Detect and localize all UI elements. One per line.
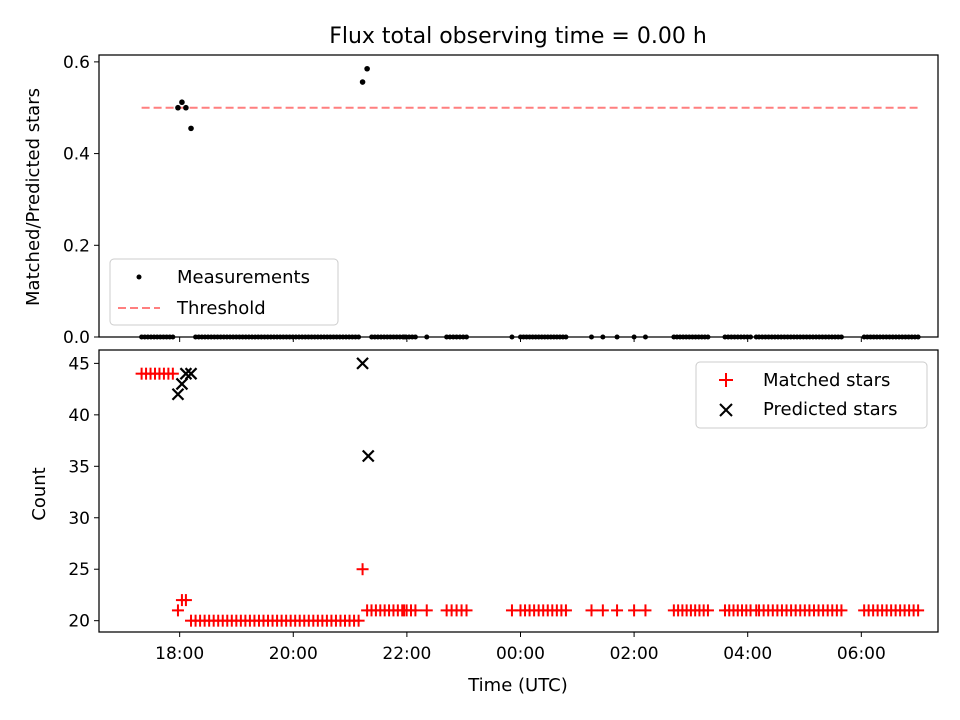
top-y-ticks: 0.0 0.2 0.4 0.6: [63, 53, 99, 348]
y-tick-label: 30: [68, 509, 90, 529]
measurement-point: [188, 125, 194, 132]
x-tick-label: 18:00: [155, 644, 204, 664]
y-tick-label: 0.4: [63, 145, 90, 165]
measurement-points: [175, 65, 370, 132]
matched-star-point: [912, 604, 925, 617]
legend-label-threshold: Threshold: [176, 298, 266, 319]
top-x-ticks: [179, 337, 862, 342]
y-tick-label: 40: [68, 406, 90, 426]
matched-star-point: [701, 604, 714, 617]
y-tick-label: 20: [68, 612, 90, 632]
predicted-star-point: [184, 367, 198, 380]
x-tick-label: 04:00: [723, 644, 772, 664]
bottom-y-axis-label: Count: [29, 467, 50, 520]
bottom-panel: 20 25 30 35 40 45 18:00 20:00 22:00 00:00 02:00 04…: [29, 349, 939, 696]
matched-star-point: [179, 594, 192, 607]
matched-star-point: [585, 604, 598, 617]
matched-star-point: [505, 604, 518, 617]
matched-star-point: [409, 604, 422, 617]
matched-star-point: [639, 604, 652, 617]
measurement-point: [183, 104, 189, 111]
y-tick-label: 0.6: [63, 53, 90, 73]
legend-label-measurements: Measurements: [177, 267, 310, 288]
bottom-x-ticks: 18:00 20:00 22:00 00:00 02:00 04:00 06:00: [155, 632, 886, 664]
matched-star-point: [420, 604, 433, 617]
legend-marker-matched: [719, 373, 733, 387]
predicted-star-point: [175, 377, 189, 391]
matched-star-points: [135, 367, 925, 627]
matched-star-point: [628, 604, 641, 617]
measurement-point: [359, 79, 366, 85]
x-tick-label: 20:00: [269, 644, 318, 664]
matched-star-point: [166, 367, 179, 380]
y-tick-label: 0.0: [63, 328, 90, 348]
bottom-axes-frame: [98, 349, 939, 633]
bottom-legend-box: [695, 361, 928, 429]
x-tick-label: 06:00: [837, 644, 886, 664]
top-legend-box: [109, 258, 339, 326]
y-tick-label: 35: [68, 457, 90, 477]
legend-label-predicted: Predicted stars: [763, 399, 897, 420]
measurement-point: [175, 104, 181, 111]
predicted-star-point: [356, 357, 369, 370]
bottom-y-ticks: 20 25 30 35 40 45: [68, 354, 99, 632]
legend-marker-predicted: [719, 403, 733, 417]
y-tick-label: 0.2: [63, 236, 90, 256]
matched-star-point: [559, 604, 572, 617]
measurement-point: [179, 99, 185, 106]
y-tick-label: 45: [68, 354, 90, 374]
matched-star-point: [185, 614, 198, 627]
x-tick-label: 02:00: [610, 644, 659, 664]
chart-title: Flux total observing time = 0.00 h: [329, 24, 707, 49]
bottom-legend: Matched stars Predicted stars: [695, 361, 928, 429]
measurement-point: [364, 65, 370, 72]
legend-marker-measurements: [136, 274, 142, 280]
predicted-star-point: [171, 387, 185, 401]
matched-star-point: [356, 563, 369, 576]
top-y-axis-label: Matched/Predicted stars: [23, 88, 44, 306]
top-axes-frame: [98, 54, 939, 338]
x-axis-label: Time (UTC): [467, 675, 568, 696]
x-tick-label: 00:00: [496, 644, 545, 664]
top-panel: Flux total observing time = 0.00 h 0.00.…: [23, 24, 939, 348]
x-tick-label: 22:00: [382, 644, 431, 664]
matched-star-point: [596, 604, 609, 617]
matched-star-point: [611, 604, 624, 617]
matched-star-point: [460, 604, 473, 617]
legend-label-matched: Matched stars: [763, 370, 890, 391]
y-tick-label: 25: [68, 560, 90, 580]
predicted-star-point: [179, 367, 193, 380]
predicted-star-points: [171, 357, 375, 463]
matched-star-point: [352, 614, 365, 627]
matched-star-point: [171, 604, 184, 617]
matched-star-point: [750, 604, 763, 617]
matched-star-point: [398, 604, 411, 617]
predicted-star-point: [361, 449, 375, 463]
top-legend: Measurements Threshold: [109, 258, 339, 326]
matched-star-point: [835, 604, 848, 617]
